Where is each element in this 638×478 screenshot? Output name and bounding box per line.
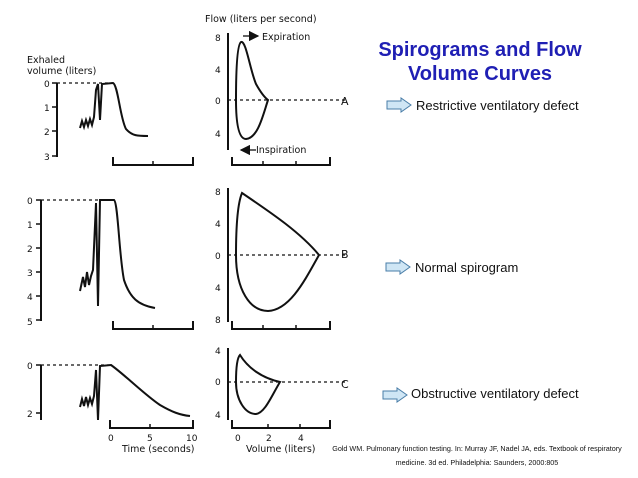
slide-title-line1: Spirograms and Flow [378, 39, 582, 61]
flow-volume-a: 8 4 0 4 A [215, 33, 349, 166]
flow-a-loop [234, 40, 270, 141]
time-tick: 10 [186, 434, 198, 444]
flow-volume-b: 8 4 0 4 8 B [215, 188, 349, 330]
flow-a-tick: 4 [215, 130, 221, 140]
label-obstructive: Obstructive ventilatory defect [411, 386, 579, 401]
volume-tick: 2 [266, 434, 272, 444]
panel-b-letter: B [341, 248, 349, 261]
spiro-b-tick: 3 [27, 269, 33, 279]
spiro-b-tick: 1 [27, 221, 33, 231]
spirogram-a: 0 1 2 3 [44, 80, 194, 166]
volume-axis-title-line2: volume (liters) [27, 66, 96, 77]
slide-title: Spirograms and Flow Volume Curves [355, 38, 605, 86]
flow-b-tick: 8 [215, 188, 221, 198]
arrow-icon [382, 387, 408, 403]
flow-a-tick: 0 [215, 97, 221, 107]
spiro-b-tick: 4 [27, 293, 33, 303]
volume-tick: 0 [235, 434, 241, 444]
flow-b-tick: 4 [215, 284, 221, 294]
spiro-b-trace [79, 199, 156, 309]
citation-line1: Gold WM. Pulmonary function testing. In:… [332, 444, 622, 453]
spiro-a-trace [79, 81, 149, 137]
label-normal: Normal spirogram [415, 260, 519, 275]
arrow-icon [385, 259, 411, 275]
flow-b-tick: 8 [215, 316, 221, 326]
label-restrictive: Restrictive ventilatory defect [416, 98, 579, 113]
volume-axis-title-line1: Exhaled [27, 55, 65, 66]
expiration-label: Expiration [262, 32, 310, 43]
flow-c-loop [234, 353, 282, 416]
spiro-c-tick: 2 [27, 410, 33, 420]
arrow-icon [386, 97, 412, 113]
volume-tick: 4 [298, 434, 304, 444]
flow-a-tick: 4 [215, 66, 221, 76]
inspiration-label: Inspiration [256, 145, 306, 156]
flow-c-tick: 4 [215, 347, 221, 357]
spiro-c-trace [79, 363, 191, 421]
flow-volume-c: 4 0 4 0 2 4 Volume (liters) C [215, 347, 349, 455]
spiro-b-tick: 0 [27, 197, 33, 207]
volume-x-axis-title: Volume (liters) [246, 444, 315, 455]
flow-a-tick: 8 [215, 34, 221, 44]
spiro-b-tick: 5 [27, 318, 33, 328]
spiro-a-tick: 1 [44, 104, 50, 114]
time-tick: 0 [108, 434, 114, 444]
flow-b-loop [234, 191, 321, 313]
spiro-a-tick: 3 [44, 153, 50, 163]
flow-b-tick: 0 [215, 252, 221, 262]
flow-b-tick: 4 [215, 220, 221, 230]
flow-c-tick: 4 [215, 411, 221, 421]
spirogram-b: 0 1 2 3 4 5 [27, 197, 194, 330]
time-axis-title: Time (seconds) [121, 444, 195, 455]
spiro-a-tick: 2 [44, 128, 50, 138]
flow-axis-title: Flow (liters per second) [205, 14, 317, 25]
citation-line2: medicine. 3d ed. Philadelphia: Saunders,… [395, 458, 559, 467]
time-tick: 5 [147, 434, 153, 444]
panel-a-letter: A [341, 95, 349, 108]
slide-title-line2: Volume Curves [407, 63, 553, 85]
panel-c-letter: C [341, 378, 349, 391]
spirogram-c: 0 2 0 5 10 Time (seconds) [27, 362, 198, 455]
spiro-a-tick: 0 [44, 80, 50, 90]
flow-c-tick: 0 [215, 378, 221, 388]
spiro-b-tick: 2 [27, 245, 33, 255]
spiro-c-tick: 0 [27, 362, 33, 372]
